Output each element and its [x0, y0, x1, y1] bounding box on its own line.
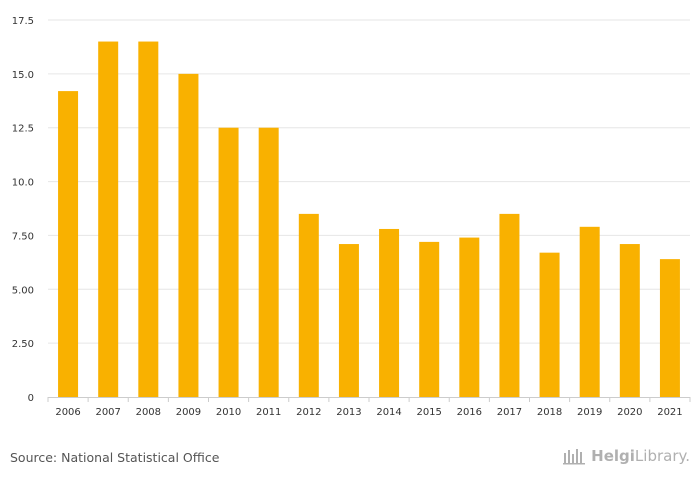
bar-2007: [98, 41, 119, 398]
x-tick-label: 2021: [657, 407, 682, 418]
y-tick-label: 15.0: [12, 70, 34, 81]
x-tick-label: 2011: [256, 407, 281, 418]
y-tick-label: 17.5: [12, 16, 34, 27]
brand-name: HelgiLibrary.: [591, 447, 690, 465]
bar-2021: [659, 259, 680, 397]
x-tick-label: 2020: [617, 407, 642, 418]
bar-2012: [298, 213, 319, 397]
y-axis: 0 2.50 5.00 7.50 10.0 12.5 15.0 17.5: [12, 16, 34, 404]
library-logo-icon: [563, 449, 586, 465]
bar-2015: [419, 241, 440, 397]
x-axis: 2006 2007 2008 2009 2010 2011 2012 2013 2014 2015…: [47, 397, 691, 418]
bar-2011: [258, 127, 279, 397]
bar-2009: [178, 73, 199, 397]
y-tick-label: 7.50: [12, 231, 34, 242]
x-tick-label: 2012: [296, 407, 321, 418]
x-tick-label: 2009: [176, 407, 201, 418]
bars: [58, 41, 680, 398]
y-tick-label: 0: [28, 393, 34, 404]
y-tick-label: 5.00: [12, 285, 34, 296]
y-tick-label: 2.50: [12, 339, 34, 350]
x-tick-label: 2006: [55, 407, 80, 418]
bar-2018: [539, 252, 560, 397]
y-tick-label: 12.5: [12, 124, 34, 135]
bar-2013: [338, 244, 359, 397]
x-tick-label: 2008: [136, 407, 161, 418]
bar-2008: [138, 41, 159, 398]
source-note: Source: National Statistical Office: [10, 450, 220, 465]
x-tick-label: 2019: [577, 407, 602, 418]
x-tick-label: 2007: [95, 407, 120, 418]
x-tick-label: 2015: [416, 407, 441, 418]
brand-name-part1: Helgi: [591, 447, 635, 465]
brand-name-part2: Library.: [634, 447, 690, 465]
x-tick-label: 2017: [497, 407, 522, 418]
y-tick-label: 10.0: [12, 178, 34, 189]
bar-2017: [499, 213, 520, 397]
x-tick-label: 2014: [376, 407, 401, 418]
bar-2020: [619, 244, 640, 397]
brand-logo: HelgiLibrary.: [563, 447, 690, 465]
x-tick-label: 2016: [457, 407, 482, 418]
bar-2006: [58, 91, 79, 397]
bar-2016: [459, 237, 480, 397]
x-tick-label: 2013: [336, 407, 361, 418]
bar-2019: [579, 226, 600, 397]
bar-2010: [218, 127, 239, 397]
x-tick-label: 2010: [216, 407, 241, 418]
x-tick-label: 2018: [537, 407, 562, 418]
bar-2014: [379, 228, 400, 397]
